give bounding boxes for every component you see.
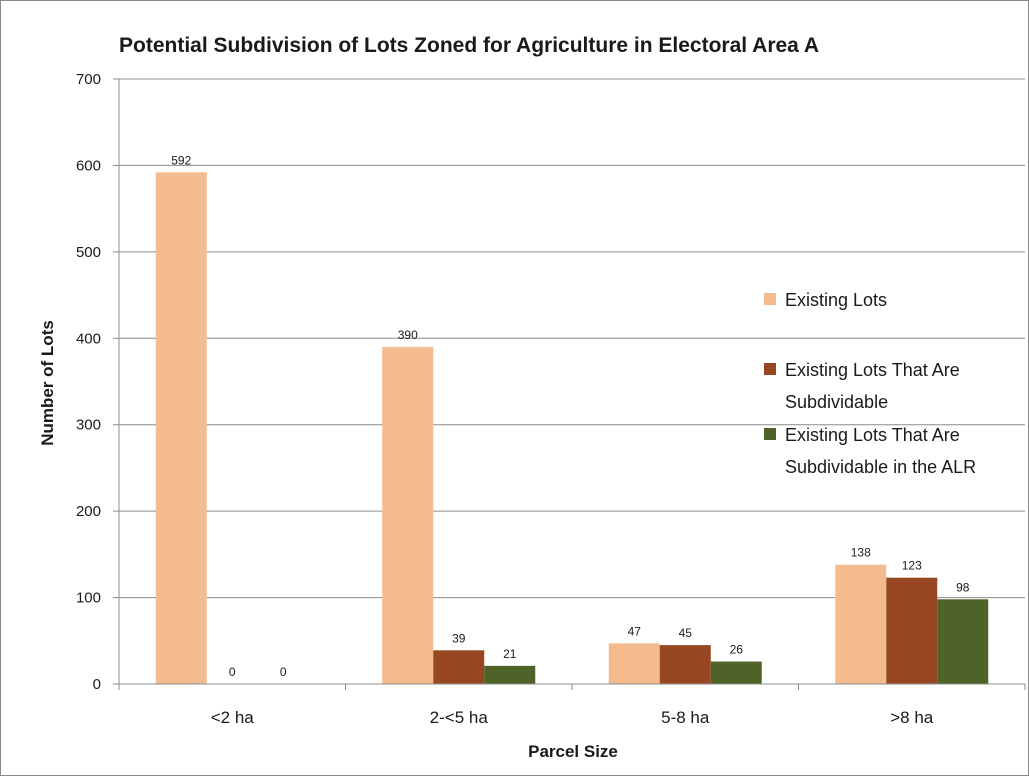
data-label-0-1: 0 <box>229 665 236 679</box>
x-category-label-2: 5-8 ha <box>661 708 710 727</box>
legend-label-2-1: Subdividable in the ALR <box>785 457 976 477</box>
bar-3-0 <box>835 564 887 684</box>
y-tick-label-2: 200 <box>76 503 101 520</box>
legend: Existing Lots Existing Lots That Are Subdi… <box>764 290 976 477</box>
bars <box>155 172 989 685</box>
legend-label-0-0: Existing Lots <box>785 290 887 310</box>
y-tick-label-1: 100 <box>76 590 101 607</box>
data-labels: 592 0 0 390 39 21 47 45 26 138 123 98 <box>171 153 970 679</box>
data-label-3-1: 123 <box>902 559 922 573</box>
bar-0-0 <box>155 172 207 685</box>
x-category-label-1: 2-<5 ha <box>430 708 489 727</box>
data-label-2-2: 26 <box>730 643 744 657</box>
legend-swatch-2 <box>764 428 776 440</box>
bar-3-2 <box>937 599 989 684</box>
bar-1-0 <box>382 346 434 684</box>
legend-swatch-0 <box>764 293 776 305</box>
bar-2-0 <box>608 643 660 684</box>
data-label-3-2: 98 <box>956 580 970 594</box>
y-tick-label-7: 700 <box>76 71 101 88</box>
y-tick-label-6: 600 <box>76 157 101 174</box>
legend-swatch-1 <box>764 363 776 375</box>
data-label-1-2: 21 <box>503 647 517 661</box>
gridlines <box>119 78 1025 599</box>
bar-2-2 <box>710 661 762 684</box>
bar-1-2 <box>484 665 536 684</box>
y-axis-ticks: 0 100 200 300 400 500 600 700 <box>76 71 101 693</box>
y-axis-title: Number of Lots <box>38 320 57 446</box>
legend-label-1-1: Subdividable <box>785 392 888 412</box>
axes <box>113 78 1026 690</box>
x-axis-categories: <2 ha 2-<5 ha 5-8 ha >8 ha <box>211 708 934 727</box>
chart-title: Potential Subdivision of Lots Zoned for … <box>119 34 819 57</box>
bar-3-1 <box>886 577 938 684</box>
data-label-1-0: 390 <box>398 328 418 342</box>
bar-1-1 <box>433 650 485 684</box>
data-label-0-2: 0 <box>280 665 287 679</box>
bar-2-1 <box>659 645 711 684</box>
legend-label-2-0: Existing Lots That Are <box>785 425 960 445</box>
data-label-2-0: 47 <box>628 624 642 638</box>
y-tick-label-0: 0 <box>93 676 101 693</box>
x-axis-title: Parcel Size <box>528 742 618 761</box>
data-label-1-1: 39 <box>452 631 466 645</box>
y-tick-label-5: 500 <box>76 244 101 261</box>
x-category-label-3: >8 ha <box>890 708 934 727</box>
y-tick-label-4: 400 <box>76 330 101 347</box>
legend-label-1-0: Existing Lots That Are <box>785 360 960 380</box>
y-tick-label-3: 300 <box>76 417 101 434</box>
data-label-3-0: 138 <box>851 546 871 560</box>
data-label-0-0: 592 <box>171 153 191 167</box>
x-category-label-0: <2 ha <box>211 708 255 727</box>
data-label-2-1: 45 <box>679 626 693 640</box>
